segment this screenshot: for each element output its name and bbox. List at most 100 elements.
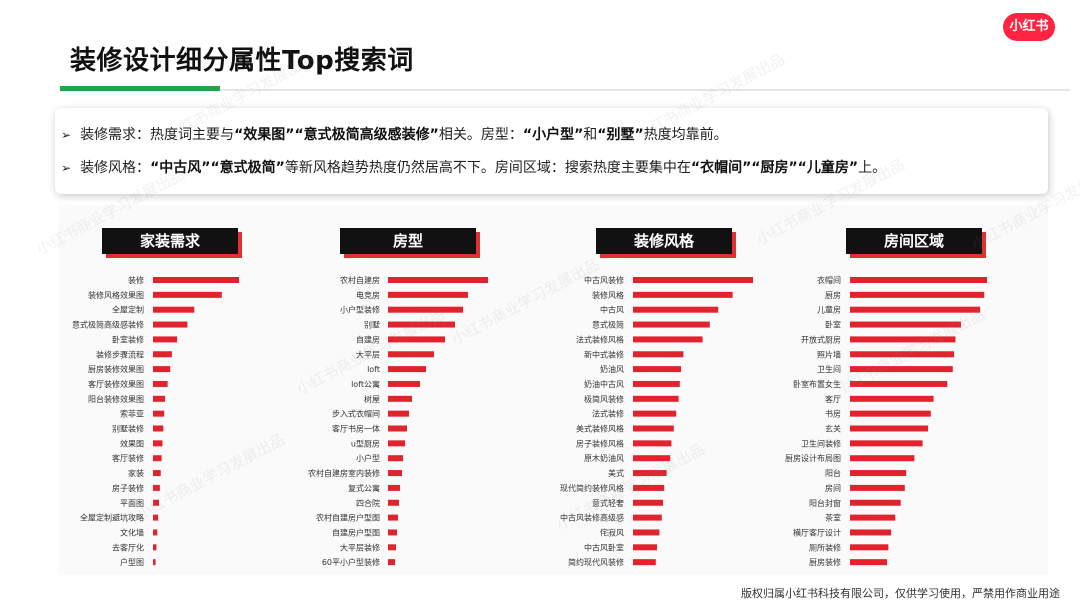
bar bbox=[153, 470, 161, 477]
bar bbox=[388, 395, 412, 402]
bar bbox=[850, 440, 923, 447]
category-label: 法式装修风格 bbox=[576, 334, 624, 344]
chart-1: 家装需求装修装修风格效果图全屋定制意式极简高级感装修卧室装修装修步骤流程厨房装修… bbox=[72, 228, 242, 567]
category-label: 横厅客厅设计 bbox=[793, 527, 841, 537]
category-label: 卧室装修 bbox=[112, 334, 144, 344]
bar bbox=[153, 559, 156, 566]
category-label: 儿童房 bbox=[817, 305, 841, 315]
category-label: 阳台装修效果图 bbox=[88, 394, 144, 404]
category-label: 小户型 bbox=[356, 453, 380, 463]
bar bbox=[153, 306, 195, 313]
category-label: 厨房装修效果图 bbox=[88, 364, 144, 374]
bar bbox=[153, 291, 222, 298]
category-label: 装修风格 bbox=[592, 290, 624, 300]
bar bbox=[633, 306, 719, 313]
chart-header bbox=[596, 228, 732, 254]
bar bbox=[153, 514, 159, 521]
category-label: 美式装修风格 bbox=[576, 424, 624, 434]
bar bbox=[388, 470, 402, 477]
bar bbox=[633, 277, 753, 283]
bar bbox=[388, 425, 407, 432]
category-label: 别墅 bbox=[364, 320, 380, 330]
bar bbox=[153, 395, 166, 402]
bar bbox=[388, 544, 396, 551]
category-label: 侘寂风 bbox=[600, 527, 624, 537]
bar bbox=[850, 529, 892, 536]
category-label: 阳台 bbox=[825, 468, 841, 478]
bar bbox=[633, 499, 663, 506]
bar bbox=[388, 499, 399, 506]
category-label: 家装 bbox=[128, 468, 144, 478]
category-label: 户型图 bbox=[120, 557, 144, 567]
bar bbox=[633, 410, 677, 417]
summary-box: ➢ 装修需求：热度词主要与“效果图”“意式极简高级感装修”相关。房型：“小户型”和… bbox=[55, 108, 1048, 194]
bar bbox=[850, 514, 896, 521]
bar bbox=[153, 425, 164, 432]
category-label: 全屋定制避坑攻略 bbox=[80, 513, 144, 523]
category-label: 农村自建房 bbox=[340, 275, 380, 285]
bar bbox=[850, 380, 948, 387]
category-label: 农村自建房户型图 bbox=[316, 513, 380, 523]
category-label: 卧室布置女生 bbox=[793, 379, 841, 389]
bar bbox=[388, 514, 398, 521]
summary-highlight: “中古风”“意式极简” bbox=[150, 160, 285, 176]
category-label: 步入式衣帽间 bbox=[332, 409, 380, 419]
bar bbox=[388, 291, 468, 298]
bar bbox=[388, 380, 420, 387]
category-label: 60平小户型装修 bbox=[322, 557, 380, 567]
category-label: 意式轻奢 bbox=[592, 498, 624, 508]
bar bbox=[633, 395, 679, 402]
bar bbox=[850, 306, 981, 313]
category-label: 中古风卧室 bbox=[584, 542, 624, 552]
bar bbox=[850, 484, 905, 491]
bar bbox=[388, 410, 409, 417]
bar bbox=[850, 351, 955, 358]
summary-highlight: “别墅” bbox=[597, 127, 644, 143]
bar bbox=[633, 351, 684, 358]
bar bbox=[850, 336, 956, 343]
category-label: 开放式厨房 bbox=[801, 334, 841, 344]
category-label: 卧室 bbox=[825, 320, 841, 330]
bullet-icon: ➢ bbox=[61, 161, 72, 175]
category-label: 中古风 bbox=[600, 305, 624, 315]
chart-header bbox=[846, 228, 982, 254]
category-label: 美式 bbox=[608, 468, 624, 478]
chart-header bbox=[340, 228, 476, 254]
category-label: 四合院 bbox=[356, 498, 380, 508]
bar bbox=[633, 291, 733, 298]
summary-text: 和 bbox=[583, 127, 598, 143]
category-label: 茶室 bbox=[825, 513, 841, 523]
title-accent-bar bbox=[60, 86, 220, 91]
category-label: 装修风格效果图 bbox=[88, 290, 144, 300]
summary-highlight: “效果图”“意式极简高级感装修” bbox=[234, 127, 439, 143]
bar bbox=[388, 306, 463, 313]
category-label: 客厅装修 bbox=[112, 453, 144, 463]
category-label: 厕所装修 bbox=[809, 542, 841, 552]
summary-text: 相关。房型： bbox=[438, 127, 523, 143]
category-label: 极简风装修 bbox=[584, 394, 624, 404]
summary-text: 等新风格趋势热度仍然居高不下。房间区域：搜索热度主要集中在 bbox=[284, 160, 691, 176]
bar bbox=[153, 336, 178, 343]
summary-text: 热度均靠前。 bbox=[643, 127, 728, 143]
summary-highlight: “衣帽间”“厨房”“儿童房” bbox=[690, 160, 859, 176]
bar bbox=[850, 277, 987, 283]
bar bbox=[153, 544, 157, 551]
category-label: loft公寓 bbox=[351, 379, 380, 389]
category-label: 装修步骤流程 bbox=[96, 349, 144, 359]
bar bbox=[850, 321, 961, 328]
category-label: 中古风装修 bbox=[584, 275, 624, 285]
bar bbox=[850, 366, 953, 373]
bar bbox=[153, 410, 165, 417]
category-label: 阳台封窗 bbox=[809, 498, 841, 508]
bar bbox=[153, 440, 163, 447]
category-label: 文化墙 bbox=[120, 527, 144, 537]
category-label: 原木奶油风 bbox=[584, 453, 624, 463]
category-label: 书房 bbox=[825, 409, 841, 419]
page-title: 装修设计细分属性Top搜索词 bbox=[70, 46, 414, 76]
bar bbox=[388, 277, 488, 283]
category-label: 房子装修风格 bbox=[576, 438, 624, 448]
title-divider bbox=[60, 89, 1070, 91]
bar bbox=[850, 559, 887, 566]
bar bbox=[850, 410, 931, 417]
summary-line-needs-and-house-type: ➢ 装修需求：热度词主要与“效果图”“意式极简高级感装修”相关。房型：“小户型”和… bbox=[61, 124, 728, 144]
